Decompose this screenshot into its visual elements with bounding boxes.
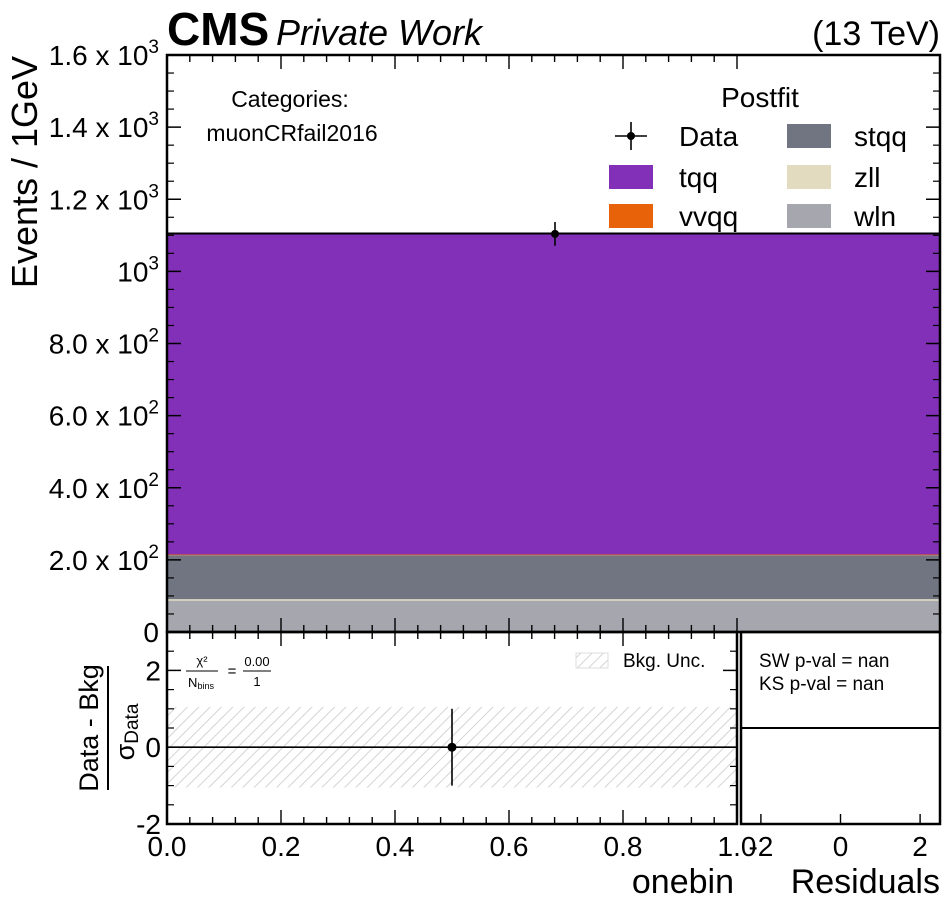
legend-entry-stqq: stqq (787, 121, 907, 152)
chi2-value-denominator: 1 (253, 674, 260, 689)
legend-label-data: Data (679, 121, 739, 152)
main-y-tick-label: 0 (143, 617, 159, 648)
residuals-x-tick-label: 2 (912, 831, 928, 862)
main-y-tick-label: 4.0 x 102 (49, 470, 159, 504)
legend-label-zll: zll (854, 162, 880, 193)
main-y-tick-label: 2.0 x 102 (49, 542, 159, 576)
data-point (551, 229, 559, 238)
ratio-x-tick-label: 1.0 (718, 831, 757, 862)
main-axis-ticks: 0 2.0 x 102 4.0 x 102 6.0 x 102 8.0 x 102 103… (49, 37, 940, 648)
main-y-tick-label: 103 (117, 253, 159, 287)
main-y-axis-label: Events / 1GeV (4, 56, 45, 288)
ratio-x-tick-label: 0.8 (604, 831, 643, 862)
main-y-tick-label: 1.4 x 103 (49, 109, 159, 143)
stack-bar-stqq (167, 555, 940, 600)
ratio-y-tick-label: 2 (145, 655, 161, 686)
stacked-histogram (167, 232, 940, 632)
ratio-x-tick-label: 0.2 (262, 831, 301, 862)
chi2-annotation: χ² Nbins = 0.00 1 (186, 653, 271, 691)
legend-entry-data: Data (615, 121, 739, 152)
residuals-frame (739, 630, 942, 826)
ratio-legend-label: Bkg. Unc. (623, 651, 705, 672)
ratio-content (167, 706, 737, 788)
ratio-frame (165, 630, 739, 826)
main-y-tick-label: 1.2 x 103 (49, 181, 159, 215)
ratio-x-axis-label: onebin (632, 863, 734, 901)
ratio-x-tick-label: 0.6 (490, 831, 529, 862)
categories-label: Categories: (231, 86, 349, 112)
stack-bar-wln (167, 600, 940, 632)
chi2-numerator: χ² (196, 653, 208, 668)
ratio-legend-swatch (575, 652, 609, 669)
legend-swatch-zll (787, 165, 831, 189)
chi2-equals: = (228, 663, 237, 680)
residuals-panel: -2 0 2 SW p-val = nan KS p-val = nan Resid… (739, 630, 942, 901)
ratio-point (447, 742, 457, 752)
residuals-x-axis-label: Residuals (791, 863, 940, 901)
legend-swatch-vvqq (609, 204, 653, 228)
legend-label-vvqq: vvqq (679, 201, 738, 232)
residuals-x-tick-label: -2 (748, 831, 773, 862)
legend-swatch-wln (787, 204, 831, 228)
stack-bar-zll (167, 599, 940, 601)
cms-brand: CMS (167, 3, 269, 55)
ratio-y-axis-label: Data - Bkg σData (74, 664, 143, 792)
legend-swatch-stqq (787, 124, 831, 148)
ratio-y-label-numerator: Data - Bkg (74, 664, 104, 792)
ks-pvalue: KS p-val = nan (759, 674, 884, 695)
legend-title: Postfit (721, 82, 799, 113)
main-y-tick-label: 6.0 x 102 (49, 398, 159, 432)
legend-entry-wln: wln (787, 201, 896, 232)
residuals-axis-ticks: -2 0 2 (748, 814, 928, 862)
category-name: muonCRfail2016 (206, 120, 377, 146)
main-y-tick-label: 8.0 x 102 (49, 326, 159, 360)
chi2-value-numerator: 0.00 (244, 654, 269, 669)
legend-entry-zll: zll (787, 162, 880, 193)
ratio-y-tick-label: 0 (145, 732, 161, 763)
legend-label-wln: wln (853, 201, 896, 232)
ratio-x-tick-label: 0.4 (376, 831, 415, 862)
legend-data-marker (627, 132, 635, 140)
legend: Postfit Data stqq tqq zll vvqq (609, 82, 907, 232)
data-series (551, 221, 559, 246)
sw-pvalue: SW p-val = nan (759, 651, 889, 672)
ratio-y-tick-label: -2 (136, 809, 161, 840)
stack-bar-vvqq (167, 554, 940, 556)
legend-entry-tqq: tqq (609, 162, 718, 193)
ratio-y-label-denominator: σData (110, 703, 143, 760)
legend-entry-vvqq: vvqq (609, 201, 738, 232)
legend-label-tqq: tqq (679, 162, 718, 193)
chi2-denominator: Nbins (188, 675, 214, 691)
main-y-tick-label: 1.6 x 103 (49, 37, 159, 71)
private-work-label: Private Work (276, 12, 484, 53)
main-panel: 0 2.0 x 102 4.0 x 102 6.0 x 102 8.0 x 102 103… (4, 37, 942, 648)
ratio-x-tick-label: 0.0 (148, 831, 187, 862)
energy-label: (13 TeV) (812, 15, 940, 53)
stack-bar-tqq (167, 233, 940, 555)
legend-swatch-tqq (609, 165, 653, 189)
residuals-x-tick-label: 0 (833, 831, 849, 862)
ratio-legend: Bkg. Unc. (575, 651, 705, 672)
legend-label-stqq: stqq (854, 121, 907, 152)
